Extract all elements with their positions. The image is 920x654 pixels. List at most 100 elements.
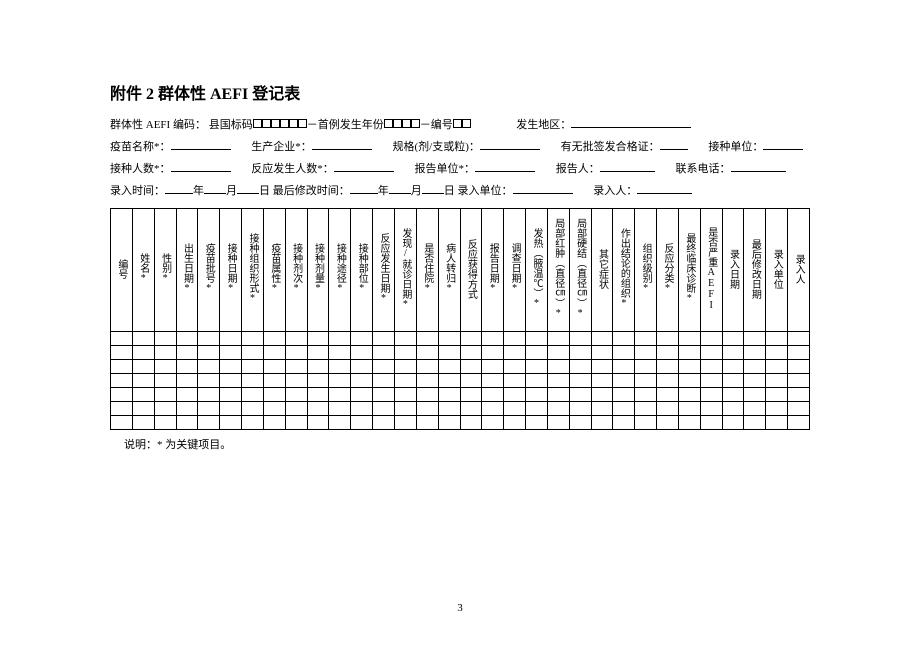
table-cell <box>722 388 744 402</box>
l2-spec-label: 规格(剂/支或粒)： <box>393 141 480 153</box>
l1-code-label: 群体性 AEFI 编码： <box>110 119 206 131</box>
table-cell <box>154 332 176 346</box>
table-cell <box>307 374 329 388</box>
col-header: 反应分类* <box>657 209 679 332</box>
table-cell <box>198 388 220 402</box>
table-cell <box>766 402 788 416</box>
table-cell <box>526 346 548 360</box>
table-cell <box>198 332 220 346</box>
table-cell <box>678 346 700 360</box>
table-cell <box>526 332 548 346</box>
table-cell <box>482 332 504 346</box>
col-header: 录入单位 <box>766 209 788 332</box>
table-cell <box>263 402 285 416</box>
table-cell <box>613 402 635 416</box>
table-cell <box>198 402 220 416</box>
table-cell <box>460 416 482 430</box>
table-cell <box>373 332 395 346</box>
table-cell <box>242 374 264 388</box>
col-header: 报告日期* <box>482 209 504 332</box>
table-cell <box>416 332 438 346</box>
table-row <box>111 332 810 346</box>
table-cell <box>285 346 307 360</box>
doc-title: 附件 2 群体性 AEFI 登记表 <box>110 80 810 104</box>
col-header: 反应发生日期* <box>373 209 395 332</box>
table-cell <box>242 346 264 360</box>
table-cell <box>263 346 285 360</box>
table-cell <box>154 388 176 402</box>
table-cell <box>591 388 613 402</box>
table-cell <box>416 360 438 374</box>
table-cell <box>438 388 460 402</box>
table-cell <box>373 346 395 360</box>
l4-entry-time-label: 录入时间： <box>110 185 165 197</box>
table-cell <box>285 402 307 416</box>
table-cell <box>394 388 416 402</box>
table-cell <box>285 388 307 402</box>
table-cell <box>351 374 373 388</box>
table-cell <box>351 416 373 430</box>
table-cell <box>526 416 548 430</box>
table-cell <box>416 388 438 402</box>
table-cell <box>460 332 482 346</box>
table-cell <box>263 388 285 402</box>
table-cell <box>569 402 591 416</box>
form-line-2: 疫苗名称*： 生产企业*： 规格(剂/支或粒)： 有无批签发合格证： 接种单位： <box>110 136 810 158</box>
col-header: 最终临床诊断* <box>678 209 700 332</box>
table-cell <box>154 416 176 430</box>
col-header: 组织级别* <box>635 209 657 332</box>
table-cell <box>460 346 482 360</box>
table-cell <box>591 346 613 360</box>
table-cell <box>132 416 154 430</box>
table-cell <box>700 332 722 346</box>
table-cell <box>373 388 395 402</box>
table-cell <box>569 346 591 360</box>
table-cell <box>132 374 154 388</box>
col-header: 调查日期* <box>504 209 526 332</box>
l1-county-label: 县国标码 <box>209 119 253 131</box>
table-cell <box>482 346 504 360</box>
table-cell <box>263 416 285 430</box>
table-cell <box>678 388 700 402</box>
table-cell <box>700 388 722 402</box>
table-cell <box>569 332 591 346</box>
table-cell <box>111 388 133 402</box>
table-cell <box>504 332 526 346</box>
l3-reporter-label: 报告人： <box>556 163 600 175</box>
table-cell <box>438 416 460 430</box>
l3-react-count-label: 反应发生人数*： <box>251 163 334 175</box>
table-row <box>111 346 810 360</box>
table-cell <box>329 374 351 388</box>
col-header: 录入日期 <box>722 209 744 332</box>
table-cell <box>111 416 133 430</box>
table-cell <box>132 360 154 374</box>
col-header: 最后修改日期 <box>744 209 766 332</box>
table-cell <box>132 332 154 346</box>
table-cell <box>307 332 329 346</box>
table-cell <box>657 402 679 416</box>
table-cell <box>220 388 242 402</box>
table-cell <box>722 374 744 388</box>
table-cell <box>504 388 526 402</box>
table-body <box>111 332 810 430</box>
col-header: 局部红肿（直径㎝）* <box>547 209 569 332</box>
table-cell <box>722 346 744 360</box>
table-cell <box>220 360 242 374</box>
table-cell <box>700 360 722 374</box>
table-cell <box>700 416 722 430</box>
table-cell <box>722 332 744 346</box>
table-cell <box>482 388 504 402</box>
col-header: 姓名* <box>132 209 154 332</box>
table-cell <box>766 360 788 374</box>
table-cell <box>657 416 679 430</box>
table-cell <box>242 416 264 430</box>
table-row <box>111 402 810 416</box>
table-cell <box>766 374 788 388</box>
table-cell <box>242 360 264 374</box>
table-cell <box>678 332 700 346</box>
table-cell <box>438 332 460 346</box>
table-cell <box>547 332 569 346</box>
table-cell <box>482 402 504 416</box>
table-cell <box>416 402 438 416</box>
table-cell <box>788 374 810 388</box>
